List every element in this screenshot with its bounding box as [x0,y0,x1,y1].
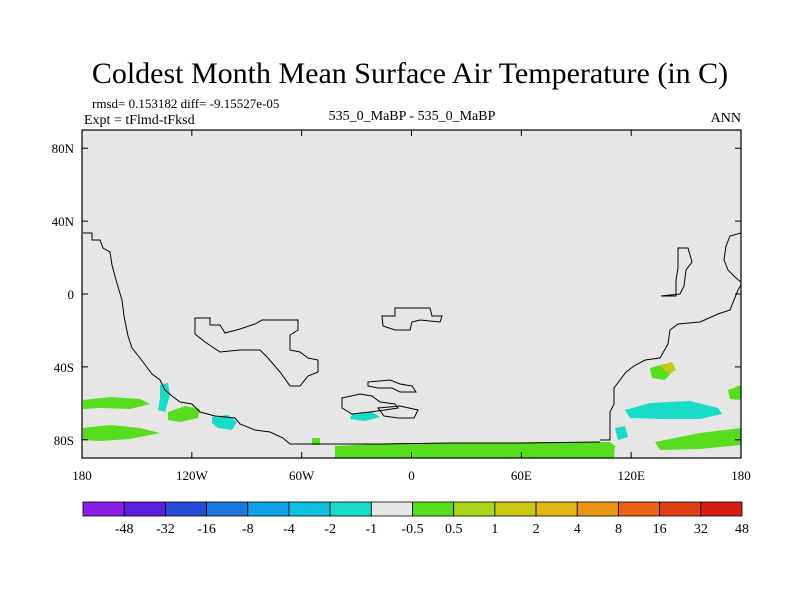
colorbar-swatch [453,501,496,517]
anomaly-patch [312,438,320,445]
colorbar-label: 1 [491,522,498,537]
anomaly-patch [350,412,380,421]
lat-tick-label: 0 [68,287,75,302]
lon-tick-label: 180 [72,468,92,483]
map-panel: 80N 40N 0 40S 80S 180 120W 60W 0 60E 120E 180 [52,129,751,483]
colorbar-swatch [164,501,207,517]
coastline-island-b [341,393,399,415]
colorbar-swatch [659,501,702,517]
colorbar-label: 48 [735,522,749,537]
season-label: ANN [711,111,741,126]
coastline-island-north [381,307,443,331]
lon-tick-label: 120E [617,468,645,483]
colorbar-swatch [494,501,537,517]
colorbar-label: -8 [242,522,254,537]
colorbar-swatch [700,501,743,517]
coastline-antarctica [340,441,601,445]
colorbar-swatch [576,501,619,517]
colorbar-label: -4 [283,522,295,537]
map-frame [81,129,742,459]
anomaly-patch [212,415,237,430]
colorbar-swatch [329,501,372,517]
coastlines [83,232,742,445]
anomaly-patch [83,397,150,409]
coastline-asia-north [660,247,693,297]
anomaly-patch [168,406,200,422]
colorbar: -48 -32 -16 -8 -4 -2 -1 -0.5 0.5 1 2 4 8 16 32 48 [82,501,749,537]
map-background [82,130,741,458]
colorbar-label: -32 [156,522,175,537]
colorbar-swatch [247,501,290,517]
coastline-africa [194,317,319,387]
anomaly-patch [625,401,722,419]
lon-tick-label: 180 [731,468,751,483]
anomaly-patch [655,428,741,450]
colorbar-swatch [288,501,331,517]
lat-axis: 80N 40N 0 40S 80S [52,141,741,448]
lon-tick-label: 0 [408,468,415,483]
anomaly-patch [158,383,170,412]
colorbar-label: -1 [365,522,377,537]
lat-tick-label: 40N [52,214,75,229]
colorbar-label: 2 [533,522,540,537]
colorbar-swatch [618,501,661,517]
center-label: 535_0_MaBP - 535_0_MaBP [329,109,496,124]
lon-tick-label: 60W [289,468,315,483]
experiment-label: Expt = tFlmd-tFksd [84,113,195,128]
coastline-island-c [377,405,419,419]
coastline-americas [83,232,340,445]
colorbar-label: -48 [115,522,134,537]
lat-tick-label: 40S [54,360,74,375]
colorbar-label: 32 [694,522,708,537]
lat-tick-label: 80N [52,141,75,156]
colorbar-swatch [535,501,578,517]
colorbar-swatch [412,501,455,517]
anomaly-patch [83,425,160,441]
lat-tick-label: 80S [54,433,74,448]
anomaly-fill [83,362,741,458]
anomaly-patch [660,362,676,374]
colorbar-label: 0.5 [445,522,463,537]
lon-tick-label: 60E [511,468,532,483]
colorbar-swatch [370,501,413,517]
colorbar-label: 8 [615,522,622,537]
colorbar-label: -16 [197,522,216,537]
coastline-asia-australia [600,284,742,441]
colorbar-label: -0.5 [401,522,423,537]
lon-tick-label: 120W [176,468,209,483]
colorbar-swatch [206,501,249,517]
coastline-east-edge [723,232,742,283]
colorbar-label: -2 [324,522,336,537]
anomaly-patch [728,385,741,400]
anomaly-patch [615,426,628,440]
colorbar-swatch [123,501,166,517]
colorbar-label: 16 [653,522,667,537]
anomaly-patch [335,442,615,458]
plot-title: Coldest Month Mean Surface Air Temperatu… [92,57,728,90]
colorbar-swatch [82,501,125,517]
colorbar-label: 4 [574,522,581,537]
stats-line: rmsd= 0.153182 diff= -9.15527e-05 [92,96,279,111]
coastline-island-a [367,379,417,393]
